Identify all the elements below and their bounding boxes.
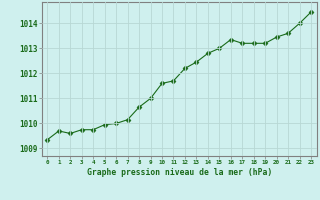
X-axis label: Graphe pression niveau de la mer (hPa): Graphe pression niveau de la mer (hPa) [87,168,272,177]
